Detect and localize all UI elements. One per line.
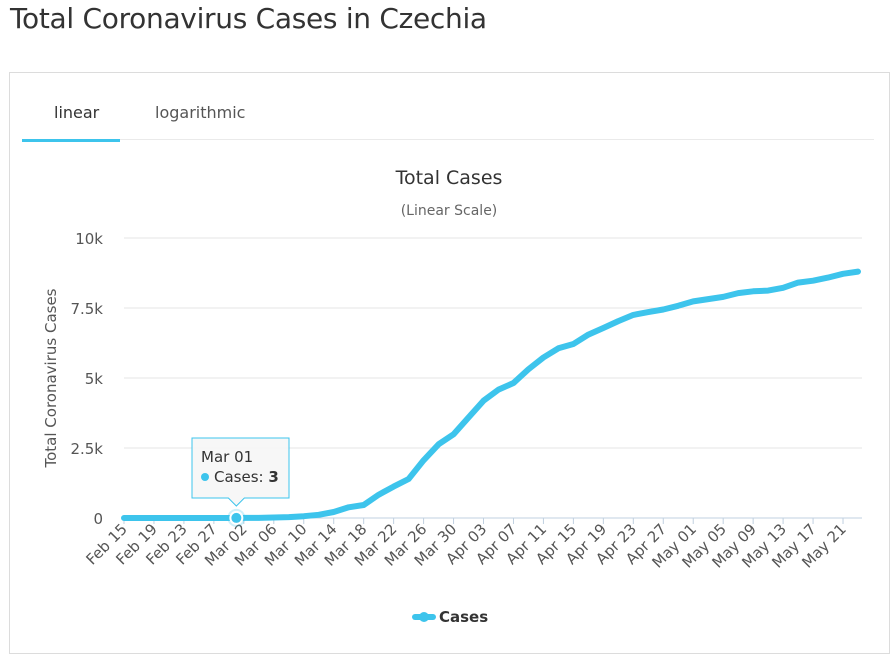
y-tick-label: 5k bbox=[85, 370, 104, 388]
tooltip-series-value: 3 bbox=[268, 468, 278, 486]
y-tick-label: 7.5k bbox=[70, 300, 103, 318]
tab-linear[interactable]: linear bbox=[54, 103, 100, 122]
y-axis-label: Total Coronavirus Cases bbox=[42, 288, 60, 468]
tooltip-date: Mar 01 bbox=[201, 448, 253, 466]
chart-panel: linear logarithmic bbox=[9, 72, 890, 654]
tooltip-series-label: Cases: bbox=[214, 468, 268, 486]
tab-logarithmic[interactable]: logarithmic bbox=[155, 103, 246, 122]
cases-chart: Total Cases (Linear Scale) Total Coronav… bbox=[42, 167, 862, 626]
page-title: Total Coronavirus Cases in Czechia bbox=[10, 2, 487, 35]
y-tick-label: 10k bbox=[75, 230, 103, 248]
legend-marker-cases bbox=[419, 612, 429, 622]
y-tick-label: 0 bbox=[93, 510, 103, 528]
legend-label-cases: Cases bbox=[439, 608, 488, 626]
active-tab-indicator bbox=[22, 139, 120, 142]
scale-tabs: linear logarithmic bbox=[22, 89, 874, 142]
chart-subtitle: (Linear Scale) bbox=[401, 203, 498, 219]
y-tick-label: 2.5k bbox=[70, 440, 103, 458]
tooltip-value: Cases: 3 bbox=[214, 468, 279, 486]
hover-point bbox=[229, 510, 244, 525]
tooltip-box bbox=[191, 437, 290, 507]
tooltip-series-dot bbox=[201, 473, 209, 481]
chart-title: Total Cases bbox=[395, 167, 503, 189]
